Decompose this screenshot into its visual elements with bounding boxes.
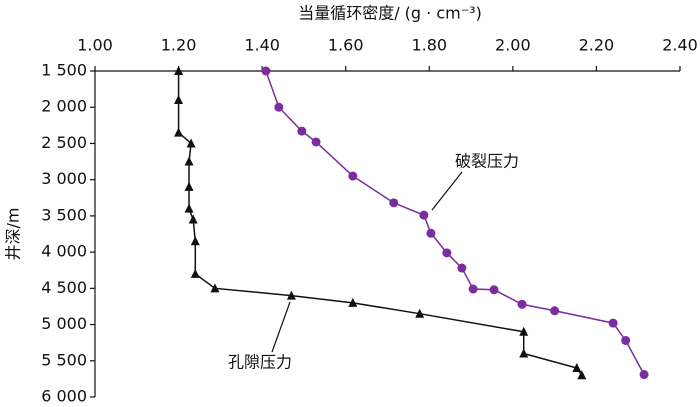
point: [419, 210, 429, 220]
point: [519, 348, 529, 358]
point: [468, 284, 478, 294]
y-tick-label: 5 000: [41, 314, 87, 333]
point: [519, 326, 529, 336]
x-tick-label: 2.00: [495, 36, 531, 55]
point: [348, 297, 358, 307]
point: [210, 283, 220, 293]
point: [184, 156, 194, 166]
series-label: 破裂压力: [455, 152, 519, 171]
x-tick-label: 2.20: [579, 36, 615, 55]
y-tick-label: 2 500: [41, 133, 87, 152]
point: [261, 66, 271, 76]
point: [389, 198, 399, 208]
leader-line: [431, 171, 463, 211]
x-tick-label: 1.60: [328, 36, 364, 55]
series-line: [177, 71, 583, 376]
point: [274, 102, 284, 112]
point: [311, 137, 321, 147]
y-tick-label: 4 500: [41, 278, 87, 297]
point: [188, 214, 198, 224]
point: [415, 308, 425, 318]
point: [174, 94, 184, 104]
point: [286, 290, 296, 300]
series-line: [265, 70, 645, 375]
x-tick-label: 2.40: [662, 36, 698, 55]
point: [186, 138, 196, 148]
point: [184, 181, 194, 191]
y-tick-label: 2 000: [41, 97, 87, 116]
point: [348, 171, 358, 181]
x-tick-label: 1.80: [411, 36, 447, 55]
y-axis-label: 井深/m: [4, 208, 23, 261]
point: [297, 126, 307, 136]
point: [621, 335, 631, 345]
point: [174, 66, 184, 75]
x-tick-label: 1.40: [244, 36, 280, 55]
y-tick-label: 1 500: [41, 61, 87, 80]
point: [184, 203, 194, 213]
series-label: 孔隙压力: [228, 353, 292, 372]
point: [550, 306, 560, 316]
y-tick-label: 6 000: [41, 387, 87, 406]
x-tick-label: 1.20: [161, 36, 197, 55]
x-tick-label: 1.00: [77, 36, 113, 55]
point: [577, 370, 587, 380]
point: [174, 127, 184, 137]
point: [426, 228, 436, 238]
point: [190, 268, 200, 278]
chart-title: 当量循环密度/ (g · cm⁻³): [298, 4, 482, 23]
point: [572, 363, 582, 373]
point: [489, 285, 499, 295]
point: [442, 248, 452, 258]
point: [457, 263, 467, 273]
y-tick-label: 4 000: [41, 242, 87, 261]
point: [517, 299, 527, 309]
point: [639, 370, 649, 380]
y-tick-label: 5 500: [41, 350, 87, 369]
point: [190, 236, 200, 246]
leader-line: [271, 301, 291, 353]
y-tick-label: 3 500: [41, 205, 87, 224]
y-tick-label: 3 000: [41, 169, 87, 188]
point: [608, 318, 618, 328]
